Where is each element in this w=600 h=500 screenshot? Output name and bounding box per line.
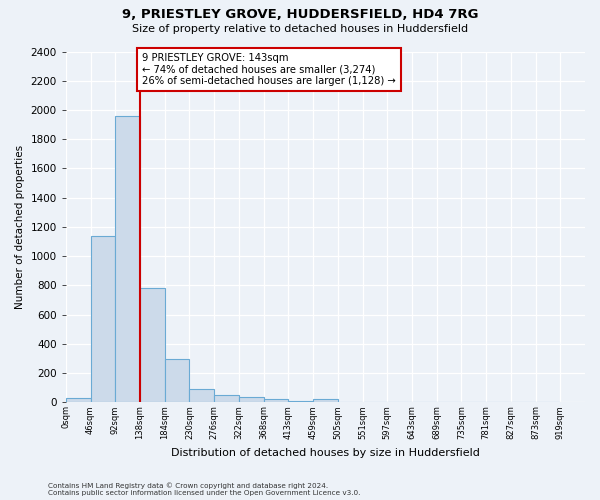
Bar <box>289 401 313 402</box>
Bar <box>313 400 338 402</box>
Text: 9 PRIESTLEY GROVE: 143sqm
← 74% of detached houses are smaller (3,274)
26% of se: 9 PRIESTLEY GROVE: 143sqm ← 74% of detac… <box>142 54 396 86</box>
Text: Contains HM Land Registry data © Crown copyright and database right 2024.: Contains HM Land Registry data © Crown c… <box>48 482 328 489</box>
Bar <box>263 398 289 402</box>
Bar <box>165 360 190 403</box>
Bar <box>214 395 239 402</box>
Text: 9, PRIESTLEY GROVE, HUDDERSFIELD, HD4 7RG: 9, PRIESTLEY GROVE, HUDDERSFIELD, HD4 7R… <box>122 8 478 20</box>
Bar <box>115 116 140 403</box>
Bar <box>66 398 91 402</box>
Bar <box>91 236 115 402</box>
Text: Contains public sector information licensed under the Open Government Licence v3: Contains public sector information licen… <box>48 490 361 496</box>
Y-axis label: Number of detached properties: Number of detached properties <box>15 145 25 309</box>
Bar <box>239 396 263 402</box>
Bar <box>190 389 214 402</box>
Bar <box>140 288 165 403</box>
X-axis label: Distribution of detached houses by size in Huddersfield: Distribution of detached houses by size … <box>171 448 480 458</box>
Text: Size of property relative to detached houses in Huddersfield: Size of property relative to detached ho… <box>132 24 468 34</box>
